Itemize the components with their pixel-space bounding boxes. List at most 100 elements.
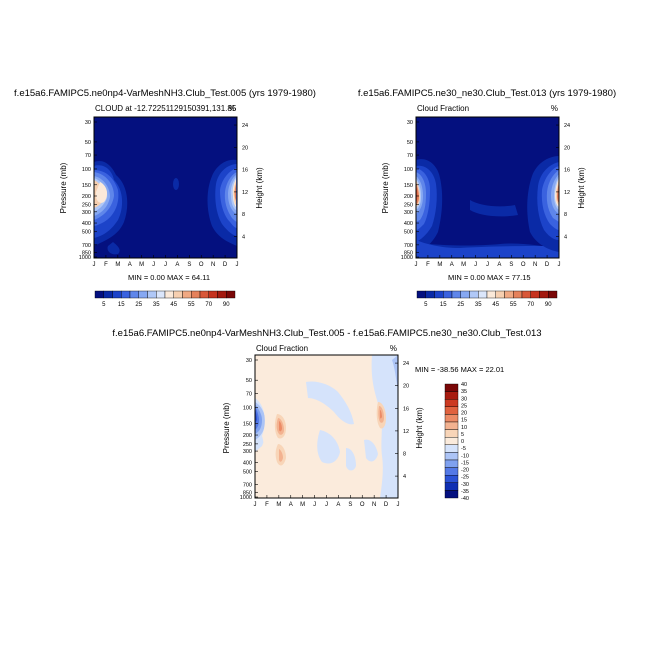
y-right-tick-label: 12 [403,429,409,435]
colorbar-label: 55 [510,302,517,308]
contour-field [94,117,237,258]
x-tick-label: J [474,262,477,268]
colorbar-swatch [495,290,505,299]
colorbar-swatch [444,490,459,499]
panel-difference: f.e15a6.FAMIPC5.ne0np4-VarMeshNH3.Club_T… [112,328,541,508]
y-right-tick-label: 8 [403,452,406,458]
x-tick-label: O [360,502,365,508]
y-tick-label: 200 [82,194,91,200]
colorbar-label: 5 [102,302,106,308]
colorbar-label: -40 [461,496,469,502]
colorbar-swatch [469,290,479,299]
colorbar-swatch [513,290,523,299]
colorbar-swatch [444,399,459,408]
x-tick-label: J [325,502,328,508]
panel-title: f.e15a6.FAMIPC5.ne0np4-VarMeshNH3.Club_T… [112,328,541,339]
panel-title: f.e15a6.FAMIPC5.ne30_ne30.Club_Test.013 … [358,88,616,99]
colorbar-swatch [164,290,174,299]
y-right-tick-label: 8 [564,212,567,218]
y-right-tick-label: 24 [242,123,248,129]
y-tick-label: 850 [243,490,252,496]
x-tick-label: M [437,262,442,268]
y-axis-label: Pressure (mb) [381,162,390,213]
colorbar-swatch [444,391,459,400]
y-tick-label: 250 [404,203,413,209]
colorbar-label: 70 [527,302,534,308]
colorbar-label: 35 [461,389,467,395]
y-tick-label: 150 [82,183,91,189]
y-tick-label: 300 [404,210,413,216]
colorbar-label: 15 [461,418,467,424]
y-tick-label: 70 [85,153,91,159]
x-tick-label: J [486,262,489,268]
panel-subtitle-left: Cloud Fraction [417,104,469,113]
y-tick-label: 100 [404,167,413,173]
colorbar-swatch [444,406,459,415]
colorbar-swatch [182,290,192,299]
y-tick-label: 400 [243,460,252,466]
y-tick-label: 150 [404,183,413,189]
colorbar-swatch [226,290,236,299]
colorbar-swatch [129,290,139,299]
min-max-label: MIN = 0.00 MAX = 64.11 [128,273,210,282]
colorbar-swatch [486,290,496,299]
y-right-tick-label: 20 [242,145,248,151]
min-max-label: MIN = 0.00 MAX = 77.15 [448,273,531,282]
y-tick-label: 150 [243,422,252,428]
colorbar-label: 15 [440,302,447,308]
panel-subtitle-left: Cloud Fraction [256,344,308,353]
colorbar-swatch [444,444,459,453]
colorbar-label: 5 [461,432,464,438]
colorbar-swatch [444,475,459,484]
y-right-tick-label: 4 [564,234,567,240]
colorbar-swatch [121,290,131,299]
colorbar-swatch [548,290,558,299]
colorbar-label: 25 [461,403,467,409]
colorbar-label: 15 [118,302,125,308]
colorbar-label: 90 [223,302,230,308]
colorbar-swatch [444,467,459,476]
y-right-tick-label: 20 [564,145,570,151]
colorbar-swatch [444,429,459,438]
y-right-tick-label: 16 [564,168,570,174]
y-tick-labels-right: 24 20 16 12 8 4 [556,123,570,240]
y-tick-label: 700 [404,243,413,249]
colorbar-swatch [521,290,531,299]
x-tick-label: M [139,262,144,268]
x-tick-label: M [461,262,466,268]
x-tick-label: S [187,262,191,268]
colorbar-label: 40 [461,382,467,388]
colorbar-swatch [444,452,459,461]
colorbar-label: 35 [153,302,160,308]
y-tick-label: 850 [82,250,91,256]
colorbar-swatch [451,290,461,299]
min-max-label: MIN = -38.56 MAX = 22.01 [415,365,504,374]
colorbar-label: 35 [475,302,482,308]
colorbar-swatch [147,290,157,299]
colorbar-swatch [434,290,444,299]
colorbar-swatch [444,383,459,392]
colorbar-label: -30 [461,482,469,488]
y-tick-label: 1000 [240,495,252,501]
y-tick-label: 70 [407,153,413,159]
colorbar-swatch [443,290,453,299]
colorbar-label: 90 [545,302,552,308]
x-tick-label: O [199,262,204,268]
colorbar-label: 30 [461,396,467,402]
panel-subtitle-right: % [390,344,397,353]
colorbar: 5 15 25 35 45 55 70 90 [416,290,558,308]
colorbar: 5 15 25 35 45 55 70 90 [94,290,236,308]
y-tick-label: 300 [82,210,91,216]
x-tick-label: F [426,262,430,268]
colorbar-swatch [208,290,218,299]
colorbar-label: 25 [457,302,464,308]
y-tick-label: 500 [243,469,252,475]
y-tick-labels-right: 24 20 16 12 8 4 [234,123,248,240]
x-tick-label: M [115,262,120,268]
colorbar-swatch [444,421,459,430]
y-tick-label: 50 [85,140,91,146]
y-tick-label: 1000 [401,255,413,261]
colorbar-label: 25 [135,302,142,308]
